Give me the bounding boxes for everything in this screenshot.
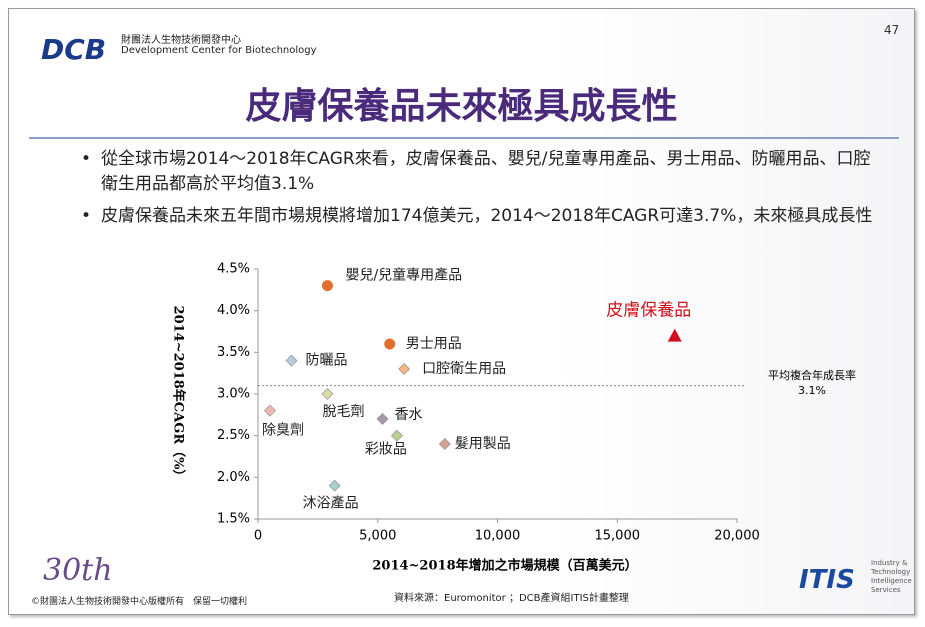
point-label: 嬰兒/兒童專用產品 [345,267,462,284]
point-label: 香水 [395,407,423,423]
x-tick-label: 0 [254,529,262,544]
point [668,329,682,342]
y-tick-label: 1.5% [217,512,250,527]
point [329,480,340,491]
point [264,405,275,416]
y-tick-label: 3.0% [217,387,250,402]
chart: 2014~2018年增加之市場規模（百萬美元） 2014~2018年CAGR（%… [0,0,925,627]
point-label: 脫毛劑 [322,403,364,420]
point [322,389,333,400]
point [391,430,402,441]
page: DCB 財團法人生物技術開發中心 Development Center for … [0,0,925,627]
point-label: 沐浴產品 [303,495,359,512]
y-tick-label: 2.0% [217,470,250,485]
point-label: 皮膚保養品 [606,301,691,321]
point-label: 彩妝品 [365,442,407,458]
x-tick-label: 5,000 [359,529,396,544]
point-label: 除臭劑 [262,422,304,439]
reference-label: 平均複合年成長率 [768,368,856,382]
point [286,355,297,366]
x-axis-title: 2014~2018年增加之市場規模（百萬美元） [372,558,637,574]
reference-value-label: 3.1% [798,384,826,397]
point-label: 防曬品 [306,353,348,369]
point [399,364,410,375]
y-tick-label: 2.5% [217,428,250,443]
point [384,339,395,350]
point-label: 男士用品 [406,336,462,352]
x-tick-label: 15,000 [595,529,641,544]
y-tick-label: 4.5% [217,262,250,277]
y-axis-title: 2014~2018年CAGR（%） [171,306,187,483]
point [377,414,388,425]
point [322,280,333,291]
y-tick-label: 4.0% [217,303,250,318]
x-tick-label: 10,000 [475,529,521,544]
point [439,439,450,450]
point-label: 口腔衛生用品 [422,361,506,377]
y-tick-label: 3.5% [217,345,250,360]
x-tick-label: 20,000 [714,529,760,544]
point-label: 髮用製品 [455,436,511,452]
